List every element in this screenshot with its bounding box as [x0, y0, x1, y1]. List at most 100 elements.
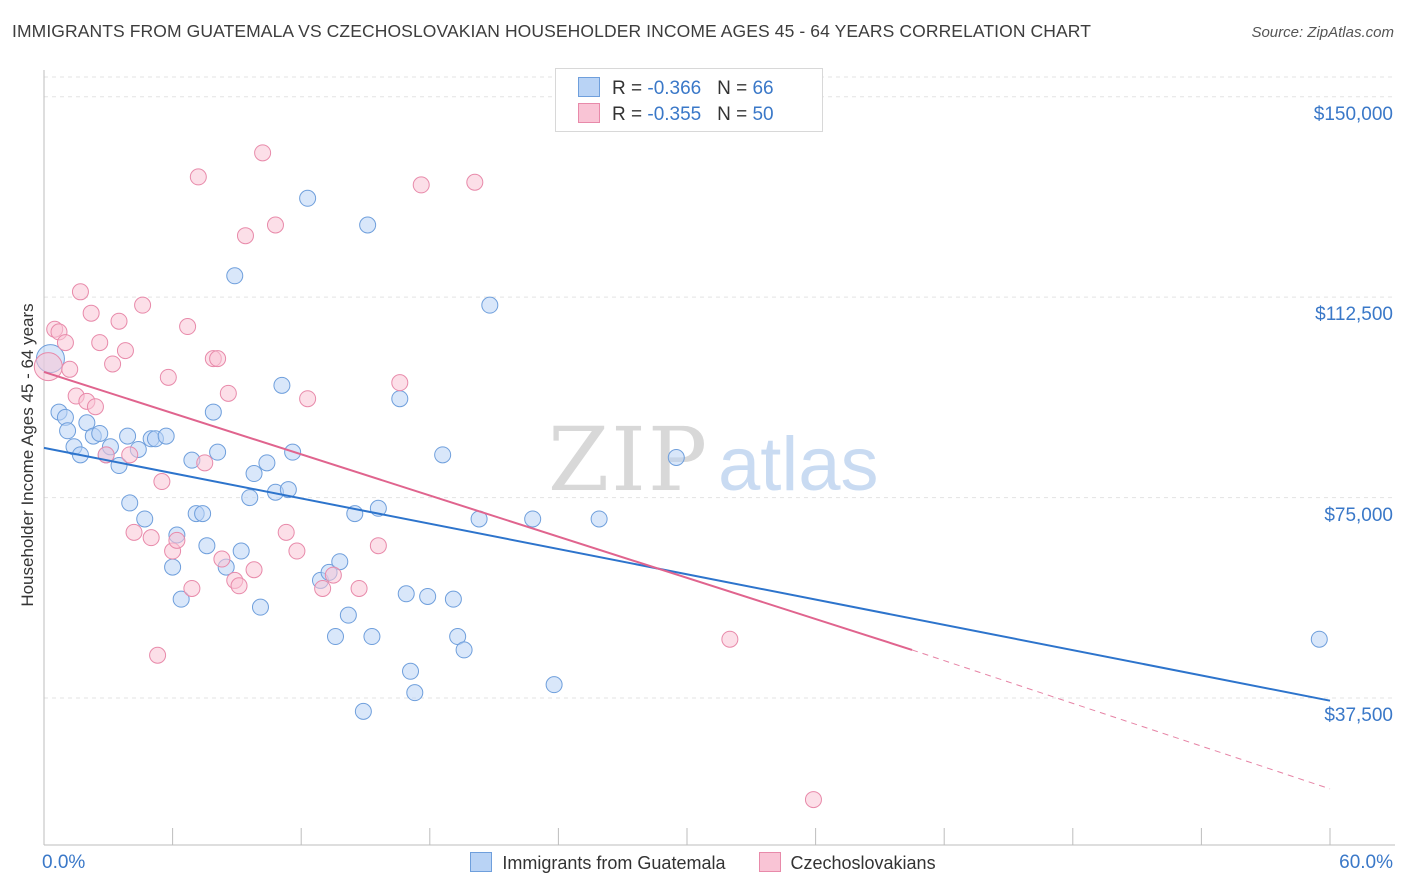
point-czechoslovakians-49	[804, 791, 822, 809]
point-czechoslovakians-42	[324, 566, 342, 584]
point-czechoslovakians-47	[466, 173, 484, 191]
y-tick-label-1: $75,000	[1324, 504, 1393, 526]
point-czechoslovakians-13	[110, 312, 128, 330]
y-tick-label-0: $37,500	[1324, 705, 1393, 727]
trend-line-0	[43, 446, 1331, 702]
point-czechoslovakians-44	[369, 537, 387, 555]
point-czechoslovakians-10	[91, 334, 109, 352]
legend-swatch-czechoslovakians	[758, 852, 781, 872]
watermark-atlas: atlas	[718, 422, 879, 507]
point-czechoslovakians-36	[254, 144, 272, 162]
point-guatemala-63	[590, 510, 608, 528]
point-guatemala-24	[194, 505, 212, 523]
swatch-czechoslovakians	[578, 103, 600, 123]
point-czechoslovakians-15	[121, 446, 139, 464]
y-axis-label: Householder Income Ages 45 - 64 years	[18, 303, 37, 607]
point-guatemala-60	[481, 296, 499, 314]
point-guatemala-3	[59, 422, 77, 440]
point-guatemala-56	[444, 590, 462, 608]
point-guatemala-64	[667, 449, 685, 466]
point-czechoslovakians-20	[153, 473, 171, 491]
legend-item-czechoslovakians: Czechoslovakians	[758, 852, 936, 874]
point-czechoslovakians-14	[116, 342, 134, 360]
point-guatemala-46	[354, 702, 372, 720]
point-czechoslovakians-46	[412, 176, 430, 194]
legend-swatch-guatemala	[470, 852, 493, 872]
point-guatemala-21	[172, 590, 190, 608]
point-guatemala-33	[251, 598, 269, 616]
point-czechoslovakians-24	[179, 318, 197, 336]
point-czechoslovakians-34	[236, 227, 254, 245]
chart-title: IMMIGRANTS FROM GUATEMALA VS CZECHOSLOVA…	[12, 21, 1092, 41]
point-guatemala-48	[363, 628, 381, 646]
point-guatemala-25	[198, 537, 216, 555]
point-czechoslovakians-26	[189, 168, 207, 186]
point-czechoslovakians-17	[134, 296, 152, 314]
point-guatemala-15	[136, 510, 154, 528]
point-guatemala-12	[119, 427, 137, 445]
point-guatemala-65	[1310, 630, 1328, 648]
point-guatemala-54	[419, 587, 437, 605]
point-guatemala-61	[524, 510, 542, 528]
point-guatemala-53	[406, 684, 424, 702]
point-guatemala-30	[232, 542, 250, 560]
point-czechoslovakians-35	[245, 561, 263, 579]
point-czechoslovakians-48	[721, 630, 739, 648]
point-czechoslovakians-43	[350, 579, 368, 597]
point-guatemala-8	[91, 424, 109, 442]
y-tick-label-2: $112,500	[1315, 304, 1393, 326]
x-tick-label-min: 0.0%	[42, 852, 86, 873]
point-guatemala-52	[402, 662, 420, 680]
stats-box: R = -0.366 N = 66 R = -0.355 N = 50	[555, 68, 823, 132]
trend-line-dashed-1	[911, 649, 1331, 790]
stats-row-czechoslovakians: R = -0.355 N = 50	[578, 103, 774, 129]
point-guatemala-42	[326, 628, 344, 646]
point-guatemala-26	[204, 403, 222, 421]
point-guatemala-31	[241, 489, 259, 507]
point-czechoslovakians-30	[213, 550, 231, 568]
point-guatemala-19	[164, 558, 182, 576]
point-czechoslovakians-19	[149, 646, 167, 664]
trend-line-1	[43, 371, 913, 651]
source-label: Source: ZipAtlas.com	[1251, 24, 1394, 41]
point-czechoslovakians-16	[125, 523, 143, 541]
y-tick-label-3: $150,000	[1313, 103, 1393, 125]
point-czechoslovakians-3	[56, 334, 74, 352]
point-czechoslovakians-6	[71, 283, 89, 301]
point-guatemala-36	[273, 376, 291, 394]
point-czechoslovakians-39	[288, 542, 306, 560]
point-guatemala-32	[245, 465, 263, 483]
point-guatemala-62	[545, 676, 563, 694]
x-tick-label-max: 60.0%	[1339, 852, 1393, 873]
point-czechoslovakians-12	[104, 355, 122, 373]
point-czechoslovakians-18	[142, 529, 160, 547]
watermark: ZIP atlas	[548, 408, 879, 511]
point-czechoslovakians-8	[82, 304, 100, 322]
point-guatemala-50	[391, 390, 409, 408]
point-czechoslovakians-37	[266, 216, 284, 234]
point-czechoslovakians-25	[183, 579, 201, 597]
point-guatemala-44	[339, 606, 357, 624]
point-czechoslovakians-40	[299, 390, 317, 408]
point-guatemala-27	[209, 443, 227, 461]
point-czechoslovakians-27	[196, 454, 214, 472]
legend: Immigrants from Guatemala Czechoslovakia…	[0, 852, 1406, 874]
point-guatemala-51	[397, 585, 415, 603]
point-guatemala-37	[279, 481, 297, 499]
swatch-guatemala	[578, 77, 600, 97]
point-guatemala-18	[157, 427, 175, 445]
point-czechoslovakians-33	[230, 577, 248, 595]
point-czechoslovakians-45	[391, 374, 409, 392]
point-guatemala-13	[121, 494, 139, 512]
point-guatemala-55	[434, 446, 452, 464]
point-czechoslovakians-41	[314, 579, 332, 597]
series-guatemala-points	[35, 189, 1328, 720]
point-guatemala-39	[299, 189, 317, 207]
gridlines	[44, 76, 1395, 699]
point-guatemala-47	[359, 216, 377, 234]
point-czechoslovakians-4	[61, 360, 79, 378]
point-czechoslovakians-31	[219, 384, 237, 402]
point-czechoslovakians-9	[86, 398, 104, 416]
point-czechoslovakians-29	[209, 350, 227, 368]
point-czechoslovakians-38	[277, 523, 295, 541]
